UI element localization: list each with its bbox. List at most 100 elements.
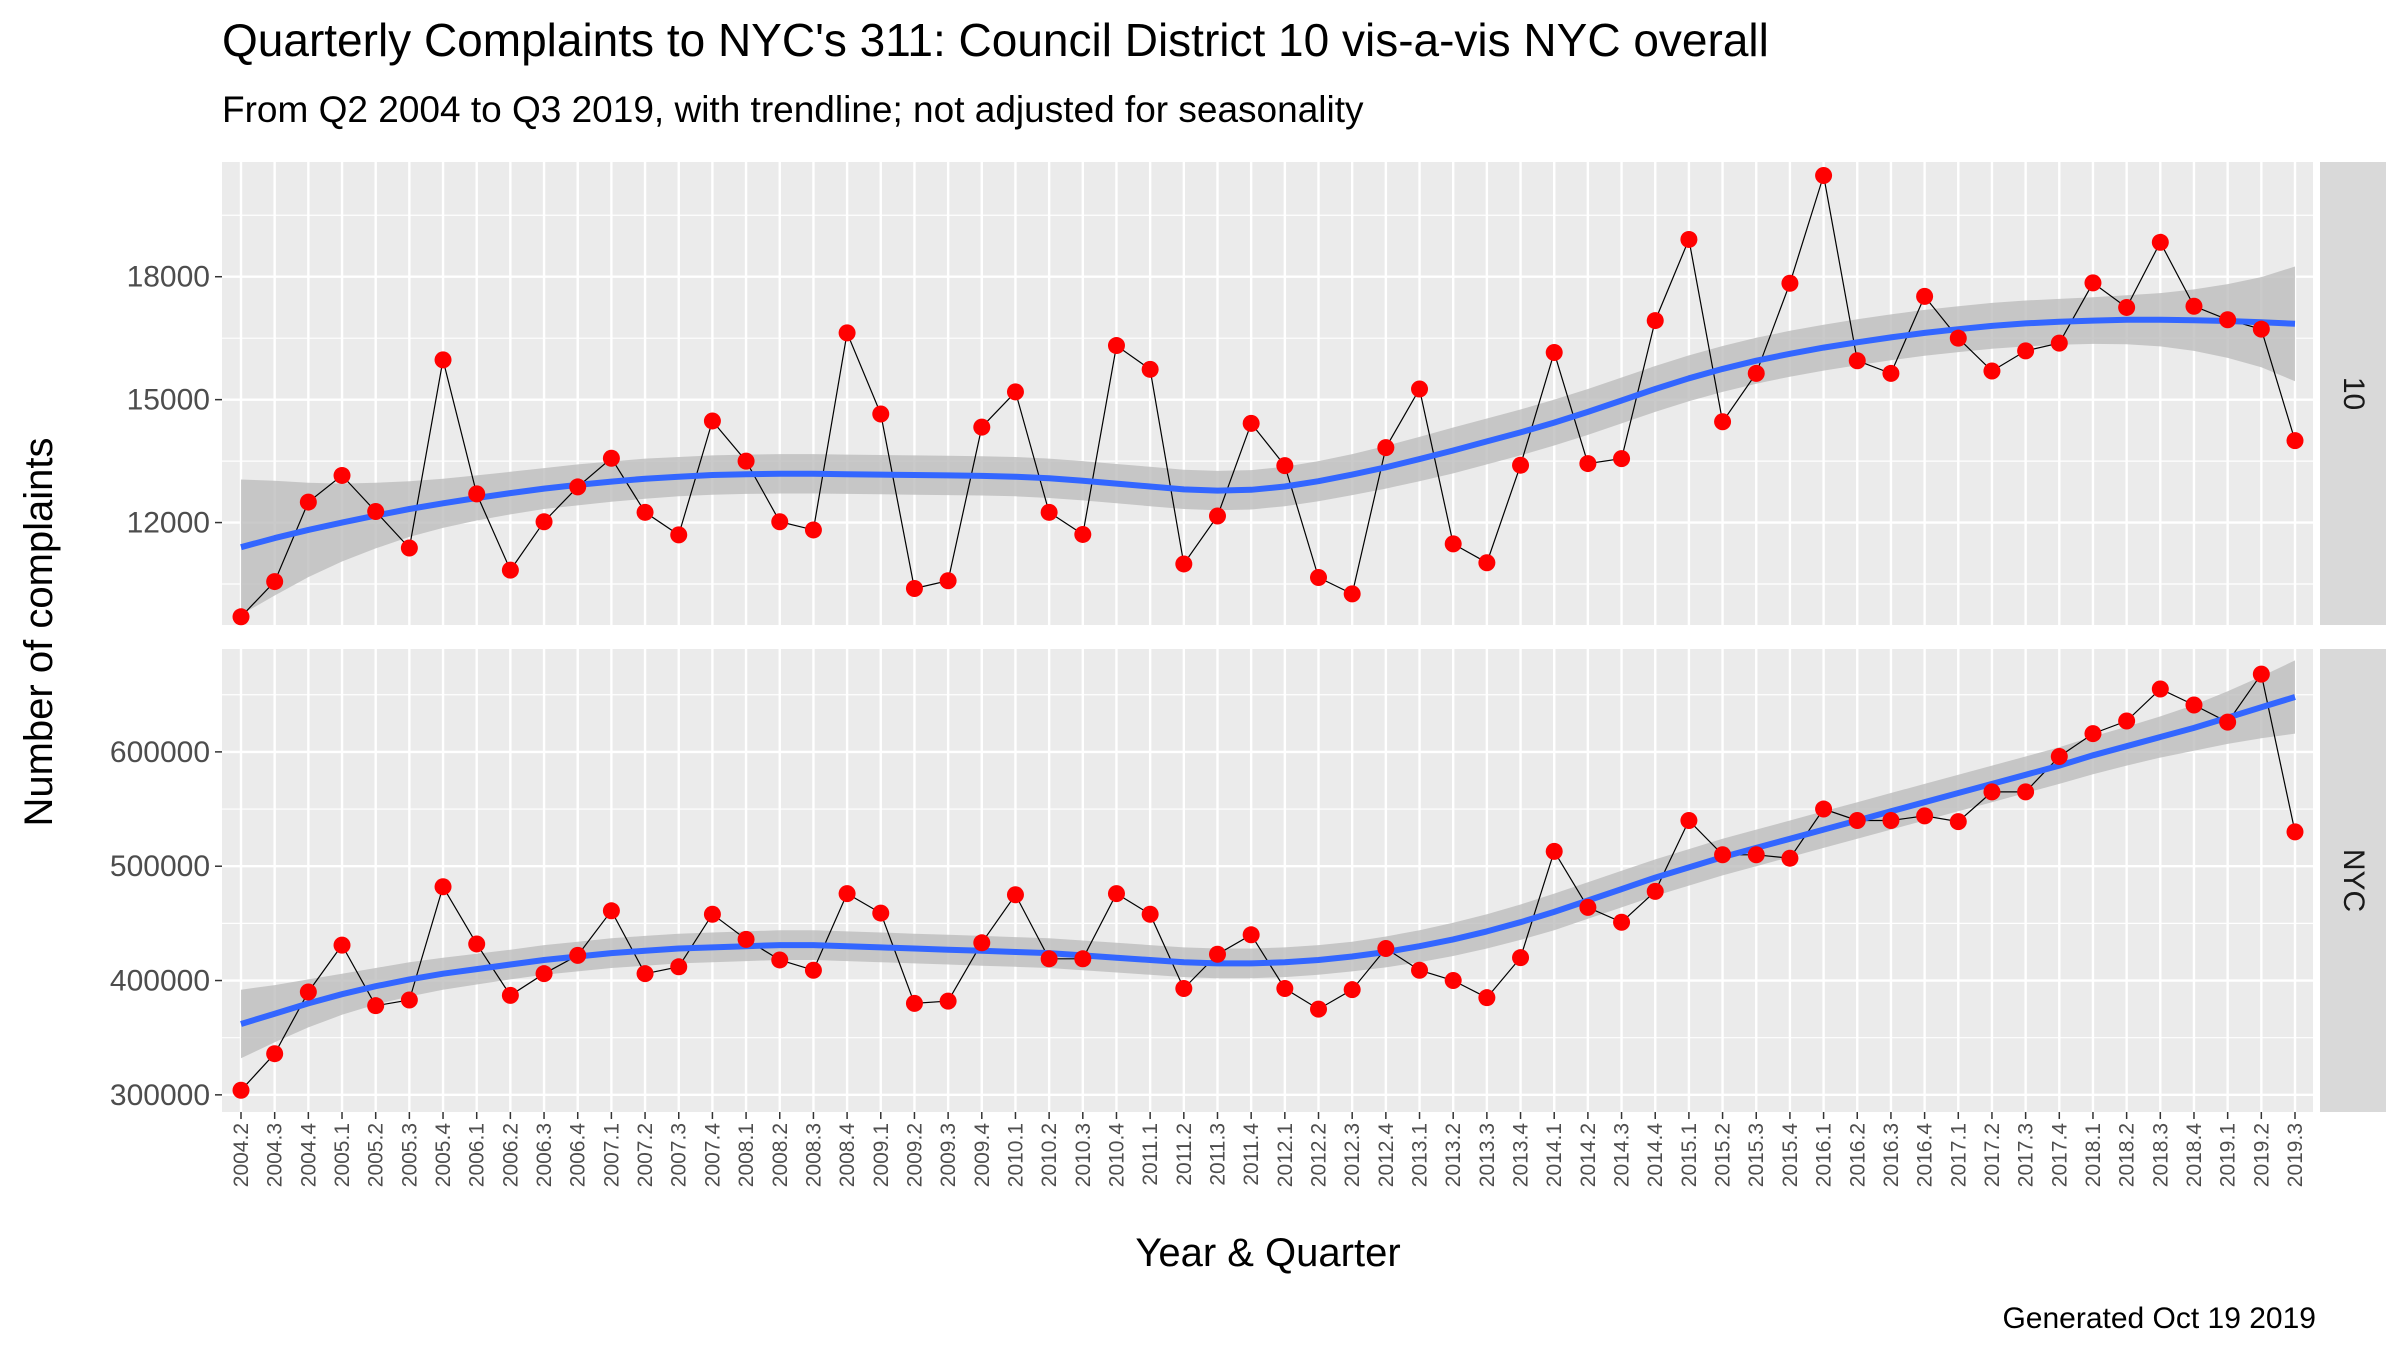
x-tick-label: 2007.4 — [701, 1123, 724, 1188]
data-point — [1646, 312, 1664, 330]
x-tick-label: 2007.1 — [600, 1123, 623, 1187]
panel-nyc: 300000 400000 500000 600000 NYC — [110, 649, 2386, 1112]
data-point — [2252, 665, 2270, 683]
data-point — [569, 478, 587, 496]
x-tick-label: 2015.4 — [1779, 1123, 1802, 1188]
data-point — [1545, 344, 1563, 362]
data-point — [367, 997, 385, 1015]
data-point — [1983, 783, 2001, 801]
y-tick-label: 300000 — [110, 1079, 210, 1112]
data-point — [1074, 950, 1092, 968]
data-point — [2185, 297, 2203, 315]
data-point — [872, 904, 890, 922]
x-tick-label: 2019.1 — [2217, 1123, 2240, 1187]
data-point — [737, 452, 755, 470]
data-point — [2219, 713, 2237, 731]
x-tick-label: 2019.3 — [2284, 1123, 2307, 1187]
y-tick-label: 18000 — [127, 261, 210, 294]
panel-district-10: 12000 15000 18000 10 — [127, 162, 2386, 626]
x-tick-label: 2018.3 — [2149, 1123, 2172, 1187]
x-tick-label: 2004.3 — [264, 1123, 287, 1187]
data-point — [838, 885, 856, 903]
x-tick-label: 2012.1 — [1274, 1123, 1297, 1187]
data-point — [1916, 807, 1934, 825]
data-point — [1747, 846, 1765, 864]
x-tick-label: 2016.4 — [1914, 1123, 1937, 1188]
data-point — [2017, 783, 2035, 801]
x-tick-label: 2014.3 — [1611, 1123, 1634, 1187]
data-point — [703, 412, 721, 430]
x-tick-label: 2010.1 — [1004, 1123, 1027, 1187]
panel-background — [222, 649, 2313, 1112]
x-tick-label: 2006.2 — [499, 1123, 522, 1187]
data-point — [1949, 813, 1967, 831]
x-tick-label: 2012.3 — [1341, 1123, 1364, 1187]
data-point — [1781, 274, 1799, 292]
data-point — [838, 324, 856, 342]
data-point — [973, 934, 991, 952]
data-point — [2219, 311, 2237, 329]
x-tick-label: 2012.2 — [1308, 1123, 1331, 1187]
data-point — [1512, 949, 1530, 967]
data-point — [2084, 274, 2102, 292]
plot-area: 12000 15000 18000 10 300000 400000 500000 60000… — [110, 162, 2386, 1187]
data-point — [232, 1081, 250, 1099]
data-point — [2151, 680, 2169, 698]
data-point — [2185, 696, 2203, 714]
x-tick-label: 2010.3 — [1072, 1123, 1095, 1187]
x-tick-label: 2011.1 — [1139, 1123, 1162, 1186]
y-tick-label: 12000 — [127, 507, 210, 540]
data-point — [2286, 823, 2304, 841]
x-tick-label: 2005.1 — [331, 1123, 354, 1187]
x-tick-label: 2016.1 — [1813, 1123, 1836, 1187]
x-tick-label: 2014.1 — [1543, 1123, 1566, 1187]
data-point — [1478, 989, 1496, 1007]
data-point — [1613, 450, 1631, 468]
x-tick-label: 2013.1 — [1409, 1123, 1432, 1187]
data-point — [939, 992, 957, 1010]
data-point — [1175, 980, 1193, 998]
data-point — [501, 561, 519, 579]
data-point — [1343, 585, 1361, 603]
data-point — [2050, 334, 2068, 352]
x-tick-label: 2011.3 — [1206, 1123, 1229, 1186]
data-point — [2118, 712, 2136, 730]
data-point — [1949, 329, 1967, 347]
data-point — [602, 902, 620, 920]
data-point — [1107, 337, 1125, 355]
facet-strip — [2320, 649, 2386, 1112]
data-point — [1141, 360, 1159, 378]
data-point — [299, 983, 317, 1001]
data-point — [1916, 287, 1934, 305]
data-point — [1680, 230, 1698, 248]
data-point — [434, 878, 452, 896]
data-point — [1310, 568, 1328, 586]
x-tick-label: 2017.4 — [2048, 1123, 2071, 1188]
data-point — [2151, 233, 2169, 251]
data-point — [1714, 413, 1732, 431]
data-point — [771, 513, 789, 531]
data-point — [1006, 383, 1024, 401]
x-tick-label: 2006.4 — [567, 1123, 590, 1188]
data-point — [1107, 885, 1125, 903]
data-point — [2252, 320, 2270, 338]
data-point — [468, 935, 486, 953]
data-point — [804, 961, 822, 979]
data-point — [1377, 940, 1395, 958]
x-tick-label: 2019.2 — [2250, 1123, 2273, 1187]
data-point — [1040, 503, 1058, 521]
data-point — [1411, 380, 1429, 398]
x-tick-label: 2018.1 — [2082, 1123, 2105, 1187]
facet-strip-label: NYC — [2337, 849, 2370, 912]
x-tick-label: 2015.1 — [1678, 1123, 1701, 1187]
x-tick-label: 2011.2 — [1173, 1123, 1196, 1186]
data-point — [905, 580, 923, 598]
data-point — [434, 351, 452, 369]
y-tick-label: 600000 — [110, 736, 210, 769]
x-tick-label: 2008.4 — [836, 1123, 859, 1188]
x-tick-label: 2017.1 — [1947, 1123, 1970, 1187]
data-point — [905, 994, 923, 1012]
data-point — [1781, 849, 1799, 867]
x-tick-label: 2016.2 — [1846, 1123, 1869, 1187]
